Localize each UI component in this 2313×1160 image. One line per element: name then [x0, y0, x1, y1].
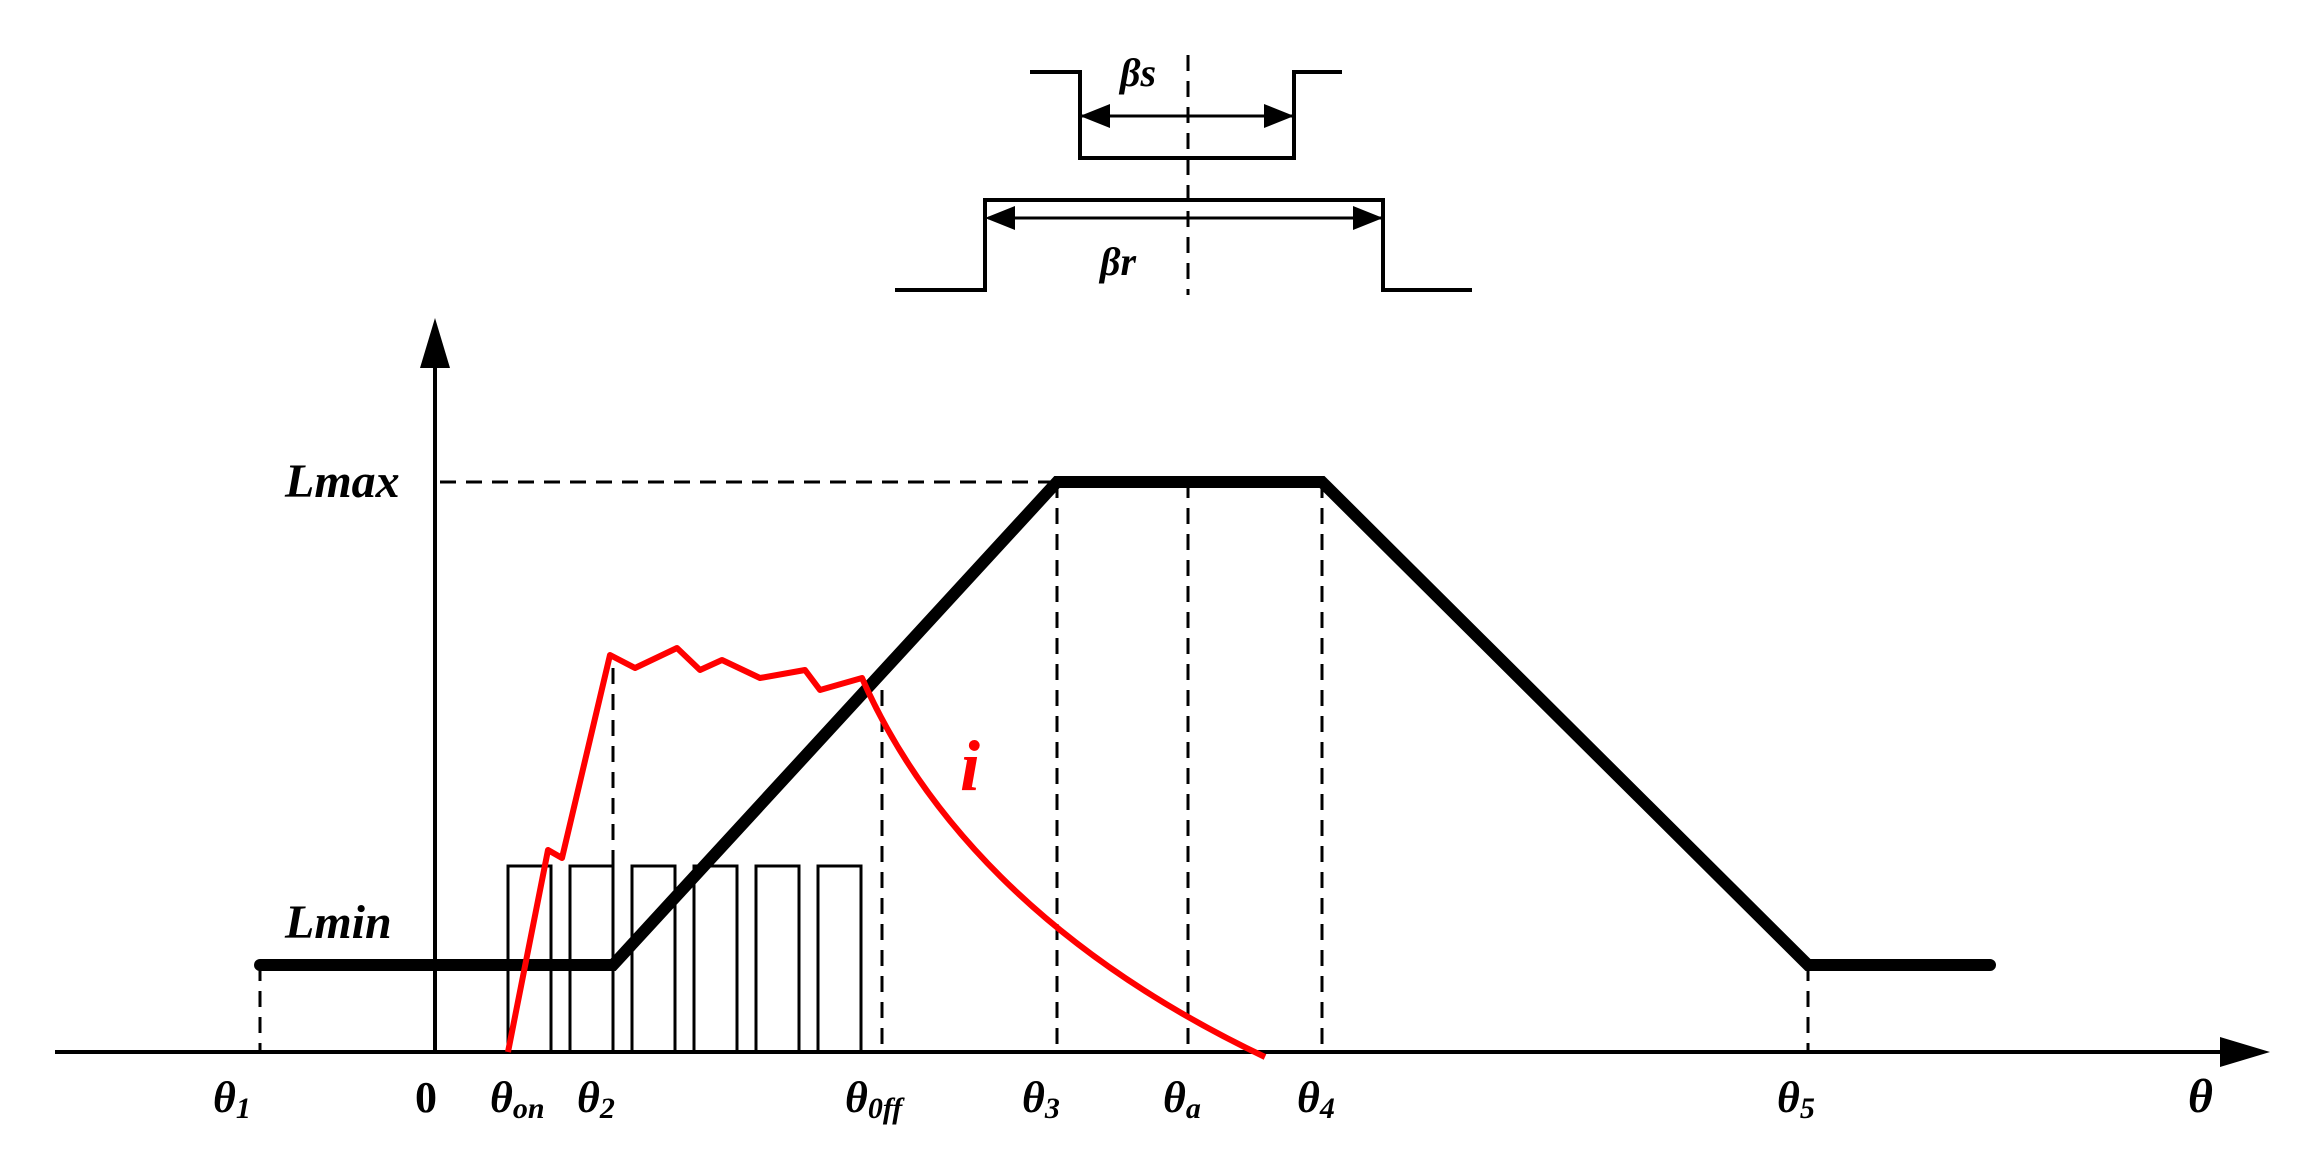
pwm-pulse: [816, 864, 863, 1054]
beta-s-label: βs: [1118, 50, 1156, 95]
pwm-pulse: [754, 864, 801, 1054]
y-axis-arrowhead: [420, 318, 450, 368]
lmax-label: Lmax: [284, 455, 400, 508]
inductance-profile: [254, 476, 1996, 971]
beta-r-arrow-left: [985, 206, 1015, 230]
pole-schematic: βs βr: [895, 50, 1472, 295]
theta5-tick-label: θ5: [1777, 1073, 1815, 1125]
axes: [55, 318, 2270, 1067]
phase-current-curve: [505, 645, 1267, 1060]
theta4-tick-label: θ4: [1297, 1073, 1335, 1125]
pwm-pulses: [506, 864, 863, 1054]
zero-tick-label: 0: [415, 1073, 437, 1122]
pwm-pulse: [630, 864, 677, 1054]
theta2-tick-label: θ2: [577, 1073, 615, 1125]
current-label: i: [960, 726, 980, 806]
pwm-pulse: [692, 864, 739, 1054]
theta1-tick-label: θ1: [213, 1073, 251, 1125]
rotor-pole-outline: [895, 198, 1472, 292]
lmin-label: Lmin: [284, 896, 392, 949]
theta3-tick-label: θ3: [1022, 1073, 1060, 1125]
stator-pole-outline: [1030, 70, 1342, 160]
theta-axis-label: θ: [2188, 1070, 2213, 1123]
x-axis-arrowhead: [2220, 1037, 2270, 1067]
beta-s-arrow-right: [1264, 104, 1294, 128]
theta-a-tick-label: θa: [1163, 1073, 1201, 1125]
theta-on-tick-label: θon: [490, 1073, 545, 1125]
beta-r-label: βr: [1098, 239, 1136, 284]
beta-s-arrow-left: [1080, 104, 1110, 128]
theta-off-tick-label: θ0ff: [845, 1073, 905, 1125]
beta-r-arrow-right: [1353, 206, 1383, 230]
